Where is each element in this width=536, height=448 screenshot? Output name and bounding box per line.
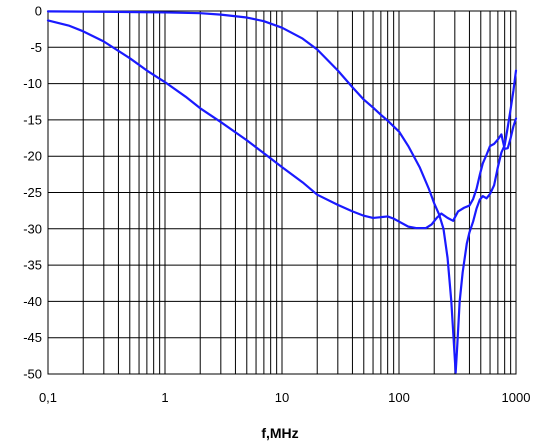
y-tick-label: -45 bbox=[23, 330, 42, 345]
y-tick-label: 0 bbox=[35, 4, 42, 19]
series-line-2 bbox=[46, 10, 518, 374]
x-axis-tick-labels: 0,1 1 10 100 1000 bbox=[39, 390, 531, 405]
y-tick-label: -30 bbox=[23, 221, 42, 236]
y-tick-label: -15 bbox=[23, 112, 42, 127]
y-tick-label: -35 bbox=[23, 258, 42, 273]
y-tick-label: -25 bbox=[23, 185, 42, 200]
y-axis-tick-labels: 0 -5 -10 -15 -20 -25 -30 -35 -40 -45 -50 bbox=[23, 4, 42, 382]
y-tick-label: -5 bbox=[30, 40, 42, 55]
x-tick-label: 1000 bbox=[502, 390, 531, 405]
grid-lines bbox=[48, 11, 516, 374]
x-tick-label: 1 bbox=[161, 390, 168, 405]
y-tick-label: -50 bbox=[23, 367, 42, 382]
y-tick-label: -10 bbox=[23, 76, 42, 91]
x-axis-title: f,MHz bbox=[261, 425, 298, 441]
x-tick-label: 0,1 bbox=[39, 390, 57, 405]
x-tick-label: 100 bbox=[388, 390, 410, 405]
x-tick-label: 10 bbox=[275, 390, 289, 405]
y-tick-label: -40 bbox=[23, 294, 42, 309]
series-line-1 bbox=[46, 19, 518, 230]
series-layer bbox=[46, 10, 518, 374]
y-tick-label: -20 bbox=[23, 149, 42, 164]
